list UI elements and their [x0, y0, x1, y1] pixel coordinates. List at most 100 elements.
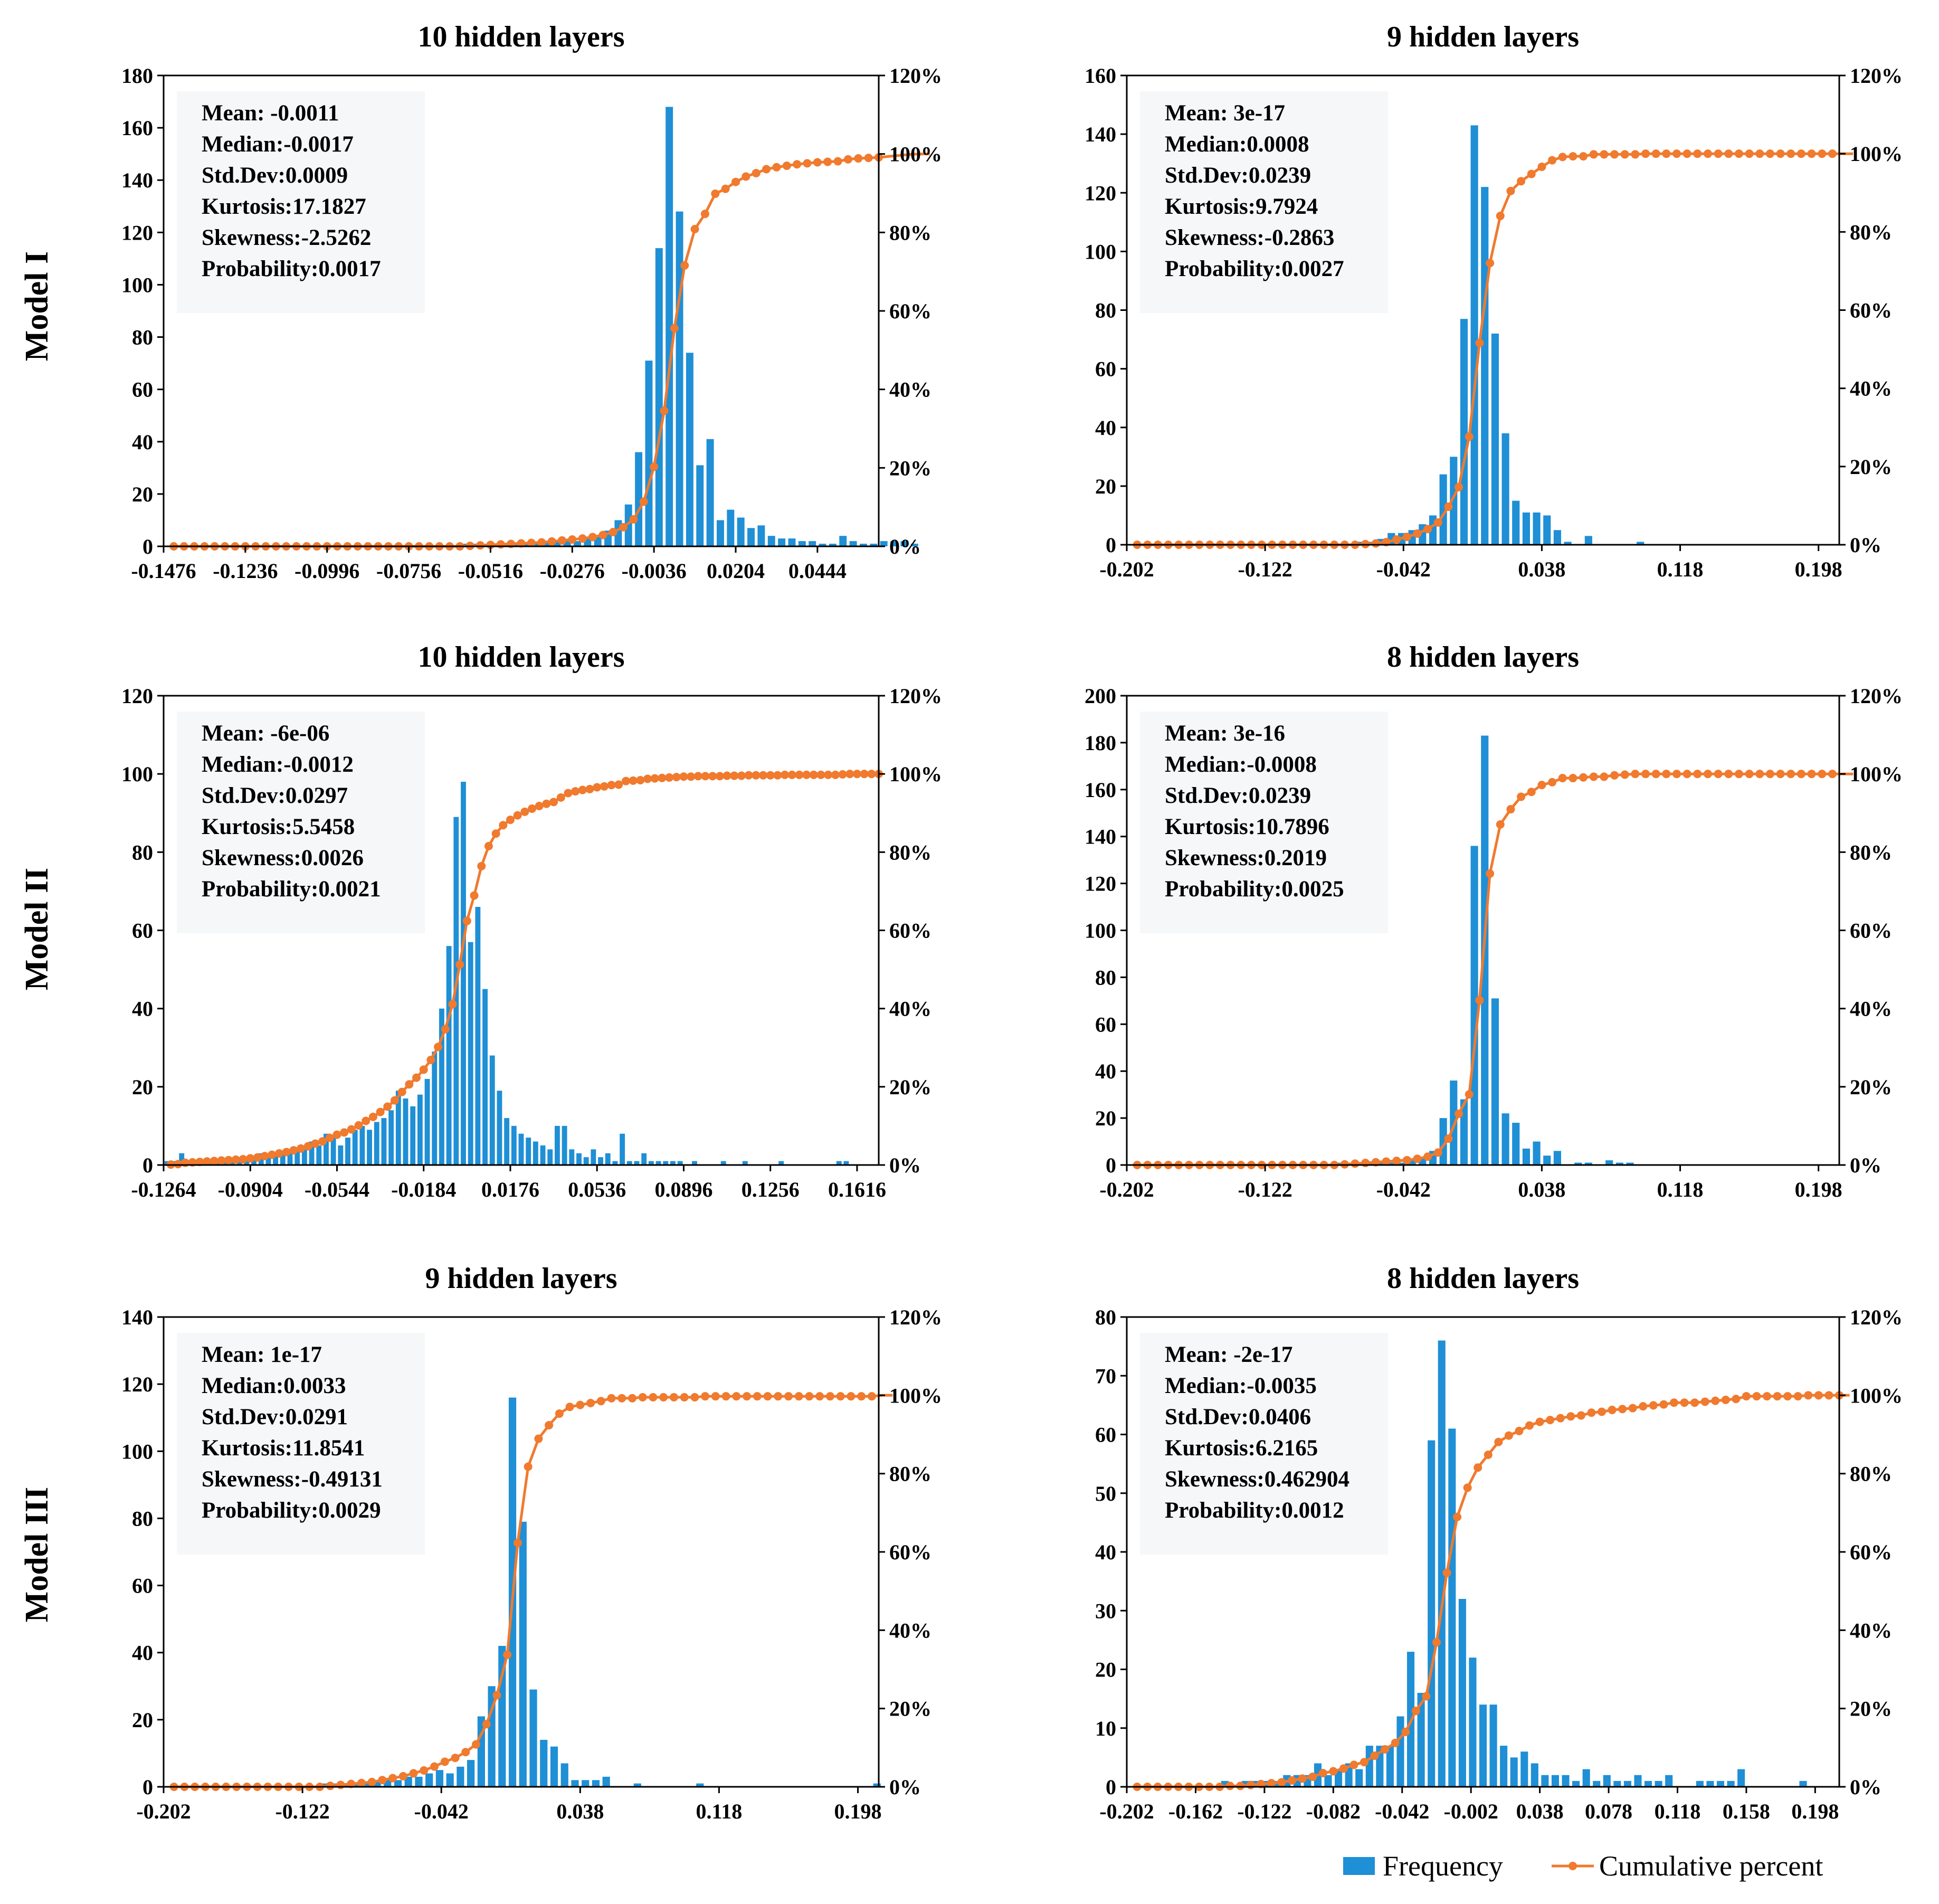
frequency-bar [1469, 1657, 1477, 1787]
y-tick-label: 40 [132, 430, 153, 454]
cumulative-marker [1610, 150, 1619, 159]
cumulative-marker [1641, 149, 1650, 158]
frequency-bar [338, 1145, 344, 1165]
cumulative-marker [1690, 1398, 1699, 1407]
frequency-bar [1562, 1775, 1570, 1787]
cumulative-marker [1631, 150, 1640, 159]
frequency-bar [359, 1125, 365, 1165]
cumulative-marker [1548, 156, 1557, 165]
frequency-bar [737, 517, 745, 546]
y2-tick-label: 100% [889, 762, 942, 786]
cumulative-marker [860, 770, 869, 779]
cumulative-marker [217, 1156, 226, 1165]
cumulative-marker [1267, 1779, 1276, 1788]
cumulative-marker [1329, 1767, 1338, 1776]
cumulative-marker [434, 1043, 443, 1052]
frequency-bar [287, 1149, 293, 1165]
stats-line: Probability:0.0021 [202, 877, 381, 902]
cumulative-marker [1773, 1392, 1782, 1401]
cumulative-marker [759, 771, 768, 780]
y2-tick-label: 20% [1850, 455, 1892, 479]
cumulative-marker [405, 1080, 414, 1089]
cumulative-marker [586, 1398, 595, 1407]
y2-tick-label: 40% [1850, 377, 1892, 401]
frequency-bar [620, 1133, 625, 1165]
cumulative-marker [517, 539, 526, 548]
frequency-bar [900, 541, 908, 546]
cumulative-marker [451, 1754, 460, 1763]
cumulative-marker [1745, 770, 1754, 779]
legend-cumulative-label: Cumulative percent [1599, 1850, 1823, 1882]
stats-box: Mean: 3e-16 Median:-0.0008 Std.Dev:0.0239 K… [1140, 712, 1388, 933]
y-tick-label: 200 [1085, 684, 1116, 708]
cumulative-marker [650, 462, 659, 471]
cumulative-marker [1714, 770, 1723, 779]
frequency-bar [706, 439, 714, 546]
cumulative-marker [455, 960, 464, 969]
frequency-bar [477, 1716, 485, 1787]
cumulative-marker [520, 807, 529, 816]
frequency-bar [1481, 187, 1489, 545]
frequency-bar [655, 248, 663, 547]
y2-tick-label: 60% [889, 299, 932, 323]
cumulative-marker [535, 801, 544, 810]
frequency-bar [1221, 1780, 1229, 1787]
y2-tick-label: 60% [1850, 1540, 1892, 1564]
y2-tick-label: 40% [889, 997, 932, 1021]
cumulative-marker [836, 1392, 845, 1401]
y2-tick-label: 0% [1850, 1153, 1881, 1177]
frequency-bar [880, 541, 888, 546]
frequency-bar [432, 1052, 438, 1165]
frequency-bar [424, 1079, 430, 1165]
x-tick-label: -0.042 [414, 1799, 469, 1823]
cumulative-marker [825, 1392, 834, 1401]
frequency-bar [1522, 1148, 1530, 1165]
cumulative-marker [600, 782, 609, 791]
cumulative-marker [1776, 149, 1785, 158]
cumulative-marker [1433, 518, 1442, 527]
frequency-bar [1603, 1775, 1611, 1787]
row-label-text: Model III [19, 1487, 55, 1623]
cumulative-marker [660, 406, 669, 415]
frequency-bar [1655, 1780, 1662, 1787]
frequency-bar [504, 1118, 510, 1165]
cumulative-marker [1755, 149, 1764, 158]
cumulative-marker [803, 159, 812, 168]
cumulative-marker [1504, 1431, 1513, 1440]
frequency-bar [788, 538, 796, 546]
cumulative-marker [670, 324, 679, 333]
cumulative-marker [461, 1748, 470, 1757]
frequency-bar [859, 544, 867, 546]
cumulative-marker [1824, 1391, 1833, 1400]
cumulative-marker [470, 891, 479, 900]
cumulative-marker [1639, 1402, 1648, 1411]
cumulative-marker [578, 785, 587, 794]
y-tick-label: 60 [1095, 1423, 1116, 1447]
frequency-bar [583, 1157, 589, 1165]
cumulative-marker [636, 775, 645, 784]
cumulative-marker [609, 528, 617, 537]
cumulative-marker [794, 1392, 803, 1401]
frequency-bar [446, 946, 452, 1165]
cumulative-marker [715, 772, 724, 781]
stats-line: Std.Dev:0.0291 [202, 1405, 348, 1429]
row-label-text: Model I [19, 251, 55, 361]
frequency-bar [543, 541, 550, 546]
cumulative-marker [847, 1392, 856, 1401]
cumulative-marker [354, 1121, 363, 1130]
cumulative-marker [398, 1772, 407, 1780]
cumulative-marker [1402, 533, 1411, 542]
cumulative-marker [528, 804, 537, 813]
stats-line: Median:0.0008 [1165, 132, 1309, 157]
chart-title: 8 hidden layers [1387, 1262, 1579, 1295]
y-tick-label: 120 [121, 684, 153, 708]
cumulative-marker [1455, 482, 1463, 491]
frequency-bar [512, 544, 520, 546]
stats-box-background [1140, 91, 1388, 313]
x-tick-label: 0.198 [1795, 1178, 1842, 1201]
cumulative-marker [1288, 1776, 1297, 1785]
cumulative-marker [1734, 149, 1743, 158]
cumulative-marker [1444, 503, 1453, 511]
cumulative-marker [1537, 162, 1546, 171]
cumulative-marker [545, 1420, 554, 1429]
